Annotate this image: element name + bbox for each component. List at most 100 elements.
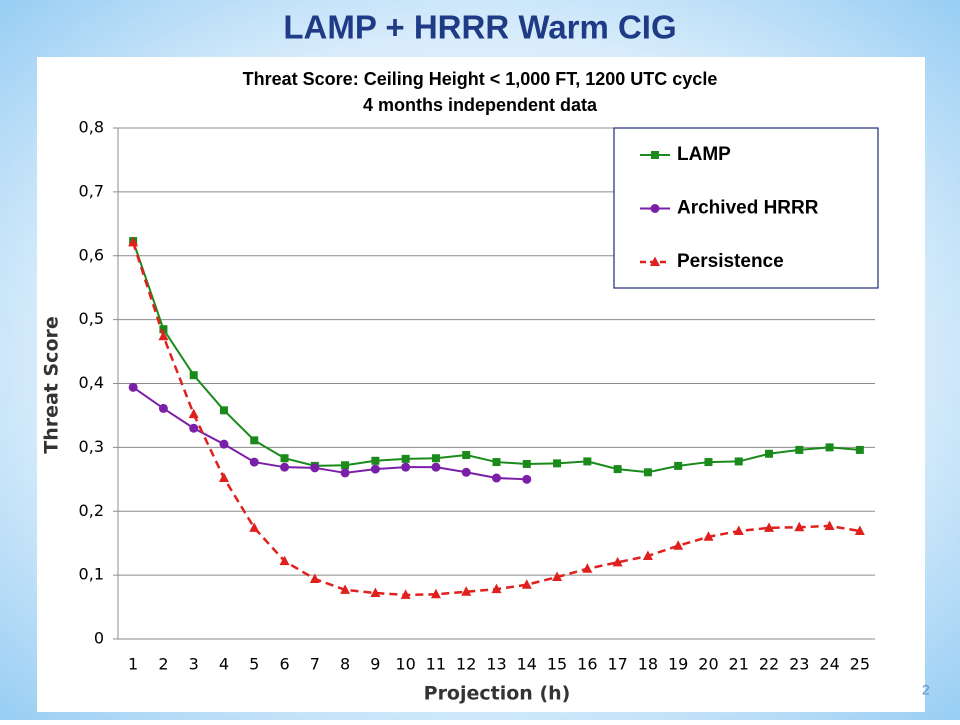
- x-tick-label: 11: [426, 655, 446, 674]
- data-point: [795, 445, 804, 454]
- data-point: [673, 540, 684, 550]
- slide-number: 2: [922, 682, 930, 698]
- data-point: [582, 563, 593, 573]
- y-tick-label: 0,5: [79, 309, 104, 328]
- data-point: [553, 459, 562, 468]
- data-point: [522, 459, 531, 468]
- data-point: [158, 403, 168, 413]
- data-point: [340, 468, 350, 478]
- data-point: [733, 525, 744, 536]
- data-point: [461, 467, 471, 477]
- data-point: [825, 443, 834, 452]
- x-tick-label: 1: [128, 655, 138, 674]
- data-point: [552, 571, 563, 582]
- data-point: [279, 555, 290, 566]
- chart-title: Threat Score: Ceiling Height < 1,000 FT,…: [243, 69, 718, 89]
- data-point: [249, 522, 260, 532]
- data-point: [431, 462, 441, 472]
- legend-label: Persistence: [677, 251, 784, 272]
- data-point: [371, 456, 380, 465]
- x-tick-label: 12: [456, 655, 476, 674]
- data-point: [280, 454, 289, 463]
- data-point: [249, 457, 259, 467]
- data-point: [128, 236, 139, 247]
- data-point: [612, 556, 623, 567]
- y-tick-label: 0: [94, 629, 104, 648]
- x-tick-label: 25: [850, 655, 870, 674]
- data-point: [370, 464, 380, 474]
- legend-marker: [651, 151, 659, 159]
- x-tick-label: 7: [310, 655, 320, 674]
- x-tick-label: 5: [249, 655, 259, 674]
- data-point: [340, 584, 351, 594]
- slide-title: LAMP + HRRR Warm CIG: [283, 9, 676, 46]
- data-point: [370, 587, 381, 598]
- x-tick-label: 4: [219, 655, 229, 674]
- y-tick-label: 0,2: [79, 501, 104, 520]
- x-tick-label: 10: [395, 655, 415, 674]
- data-point: [280, 462, 290, 472]
- x-tick-label: 23: [789, 655, 809, 674]
- data-point: [855, 445, 864, 454]
- data-point: [159, 325, 168, 334]
- data-point: [765, 449, 774, 458]
- data-point: [250, 436, 259, 445]
- x-tick-label: 3: [189, 655, 199, 674]
- data-point: [613, 465, 622, 474]
- legend-label: LAMP: [677, 144, 731, 165]
- data-point: [521, 579, 532, 589]
- x-tick-label: 13: [486, 655, 506, 674]
- data-point: [310, 463, 320, 473]
- x-tick-label: 6: [279, 655, 289, 674]
- data-point: [309, 573, 320, 583]
- data-point: [794, 521, 805, 532]
- legend-label: Archived HRRR: [677, 198, 819, 219]
- data-point: [400, 589, 411, 599]
- data-point: [764, 522, 775, 532]
- legend-marker: [650, 204, 660, 213]
- chart-subtitle: 4 months independent data: [363, 95, 598, 115]
- data-point: [218, 472, 229, 483]
- data-point: [128, 382, 138, 392]
- data-point: [491, 583, 502, 594]
- data-point: [674, 461, 683, 470]
- data-point: [704, 458, 713, 467]
- x-tick-label: 24: [819, 655, 839, 674]
- x-tick-label: 22: [759, 655, 779, 674]
- legend-marker: [650, 256, 660, 266]
- data-point: [824, 520, 835, 530]
- data-point: [189, 371, 198, 380]
- x-tick-label: 14: [517, 655, 537, 674]
- data-point: [401, 454, 410, 463]
- data-point: [734, 457, 743, 466]
- data-point: [492, 473, 501, 483]
- data-point: [401, 462, 411, 472]
- data-point: [158, 330, 169, 341]
- x-tick-label: 21: [729, 655, 749, 674]
- data-point: [492, 458, 501, 467]
- data-point: [462, 451, 471, 460]
- data-point: [583, 457, 592, 466]
- data-point: [703, 531, 714, 541]
- y-tick-label: 0,4: [79, 373, 104, 392]
- x-tick-label: 20: [698, 655, 718, 674]
- y-tick-label: 0,6: [79, 245, 104, 264]
- x-tick-label: 15: [547, 655, 567, 674]
- data-point: [461, 586, 472, 596]
- y-axis-label: Threat Score: [41, 316, 63, 454]
- data-point: [430, 588, 441, 599]
- y-tick-label: 0,7: [79, 181, 104, 200]
- y-tick-label: 0,3: [79, 437, 104, 456]
- data-point: [522, 474, 532, 484]
- data-point: [189, 423, 199, 433]
- data-point: [219, 406, 228, 415]
- x-tick-label: 16: [577, 655, 597, 674]
- data-point: [188, 408, 199, 419]
- data-point: [341, 461, 350, 470]
- x-axis-label: Projection (h): [424, 683, 571, 705]
- data-point: [219, 439, 229, 449]
- y-tick-label: 0,8: [79, 118, 104, 137]
- x-tick-label: 2: [158, 655, 168, 674]
